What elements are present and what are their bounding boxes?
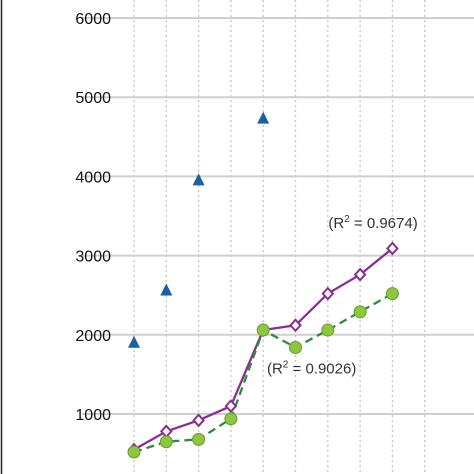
series-3-point-9 xyxy=(386,288,398,300)
series-3-point-5 xyxy=(257,324,269,336)
r2-annotation-upper: (R2 = 0.9674) xyxy=(328,214,417,232)
r2-annotation-lower: (R2 = 0.9026) xyxy=(267,360,356,378)
series-3-point-8 xyxy=(354,306,366,318)
series-3-point-1 xyxy=(128,446,140,458)
series-2-point-4 xyxy=(226,401,236,412)
series-1-point-3 xyxy=(193,173,205,185)
series-1-point-1 xyxy=(128,336,140,348)
series-3-point-6 xyxy=(290,341,302,353)
series-1-point-4 xyxy=(257,112,269,124)
series-2-point-3 xyxy=(194,415,204,426)
series-3-point-2 xyxy=(160,436,172,448)
series-1-point-2 xyxy=(160,283,172,295)
y-tick-label-3000: 3000 xyxy=(75,249,111,266)
y-tick-label-4000: 4000 xyxy=(75,169,111,186)
y-tick-label-1000: 1000 xyxy=(75,407,111,424)
series-3-point-7 xyxy=(322,324,334,336)
series-3-point-3 xyxy=(193,433,205,445)
series-2-line xyxy=(134,248,392,449)
y-axis-ticks: 1000 2000 3000 4000 5000 6000 xyxy=(75,11,111,424)
series-3-point-4 xyxy=(225,413,237,425)
y-tick-label-5000: 5000 xyxy=(75,90,111,107)
y-tick-label-6000: 6000 xyxy=(75,11,111,28)
vertical-gridlines xyxy=(134,0,425,474)
y-tick-label-2000: 2000 xyxy=(75,328,111,345)
